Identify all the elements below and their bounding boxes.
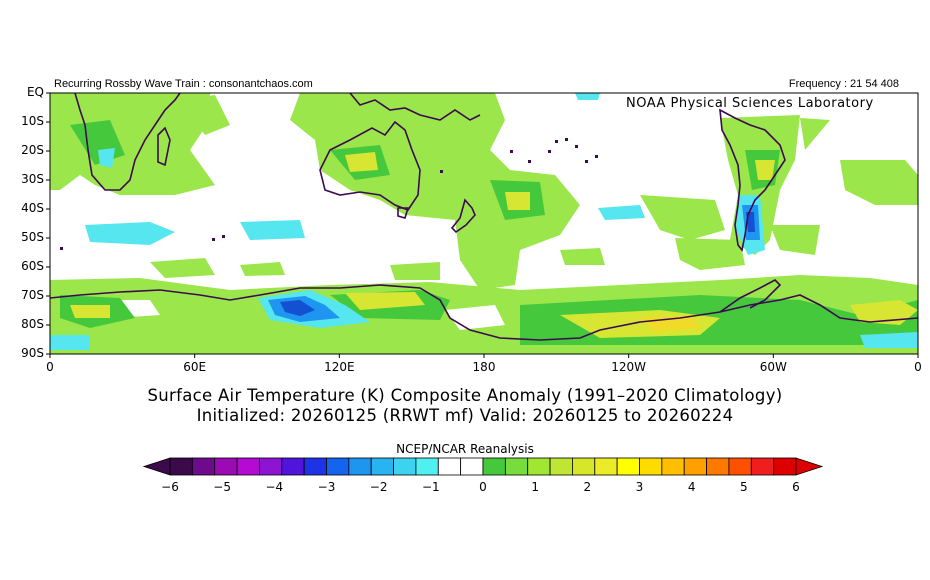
header-frequency-text: Frequency : 21 54 408 [788,78,899,90]
colorbar-box [370,457,394,476]
colorbar-box [191,457,216,476]
map-subtitle: Initialized: 20260125 (RRWT mf) Valid: 2… [196,406,734,425]
colorbar-tick-label: 2 [583,480,592,494]
colorbar-tick-label: −1 [421,480,440,494]
colorbar [142,457,824,476]
colorbar-tick-label: 4 [687,480,696,494]
colorbar-box [750,457,775,476]
islands [60,138,598,250]
colorbar-box [549,457,573,476]
colorbar-box [326,457,350,476]
colorbar-box [303,457,327,476]
colorbar-box [639,457,663,476]
lat-label: 10S [21,114,44,128]
colorbar-tick-label: 6 [792,480,800,494]
longitude-ticks [49,354,919,358]
colorbar-tick-label: 3 [635,480,644,494]
colorbar-box [348,457,372,476]
colorbar-box [728,457,752,476]
colorbar-box [616,457,640,476]
colorbar-box [482,457,506,476]
lat-label: 60S [21,259,44,273]
colorbar-tick-label: −3 [317,480,336,494]
colorbar-tick-label: −6 [161,480,179,494]
colorbar-source: NCEP/NCAR Reanalysis [396,442,534,456]
lon-label: 60E [183,360,207,374]
colorbar-tick-label: 1 [531,480,539,494]
lat-label: 30S [21,172,44,186]
lat-label: EQ [26,85,44,99]
lon-label: 120E [324,360,355,374]
lon-label: 0 [46,360,54,374]
colorbar-tick-label: −2 [369,480,388,494]
lon-label: 60W [759,360,787,374]
lat-label: 80S [21,317,44,331]
colorbar-box [683,457,707,476]
lat-label: 90S [21,346,44,360]
map-title: Surface Air Temperature (K) Composite An… [147,386,783,405]
anomaly-fields [50,93,918,354]
colorbar-box [661,457,685,476]
lon-label: 0 [914,360,922,374]
colorbar-box [415,457,439,476]
lab-label: NOAA Physical Sciences Laboratory [626,96,874,111]
coastlines [50,93,918,341]
colorbar-box [281,457,305,476]
lat-label: 40S [21,201,44,215]
lat-label: 70S [21,288,44,302]
colorbar-tick-label: 5 [740,480,748,494]
colorbar-tick-label: −5 [213,480,231,494]
colorbar-tick-label: −4 [265,480,284,494]
colorbar-box [259,457,283,476]
colorbar-box [214,457,238,476]
colorbar-box [572,457,596,476]
colorbar-box [527,457,551,476]
latitude-ticks [46,92,50,355]
colorbar-box [504,457,529,476]
colorbar-box [773,457,797,476]
colorbar-box [393,457,417,476]
colorbar-boxes [169,457,797,476]
header-source-text: Recurring Rossby Wave Train : consonantc… [54,78,313,90]
colorbar-box [437,457,462,476]
colorbar-box [169,457,193,476]
colorbar-left-arrow [142,457,171,476]
colorbar-box [706,457,730,476]
colorbar-tick-label: 0 [479,480,487,494]
lat-label: 50S [21,230,44,244]
colorbar-right-arrow [795,457,824,476]
lat-label: 20S [21,143,44,157]
colorbar-box [460,457,484,476]
lon-label: 180 [472,360,496,374]
colorbar-box [236,457,260,476]
lon-label: 120W [611,360,647,374]
colorbar-box [594,457,618,476]
